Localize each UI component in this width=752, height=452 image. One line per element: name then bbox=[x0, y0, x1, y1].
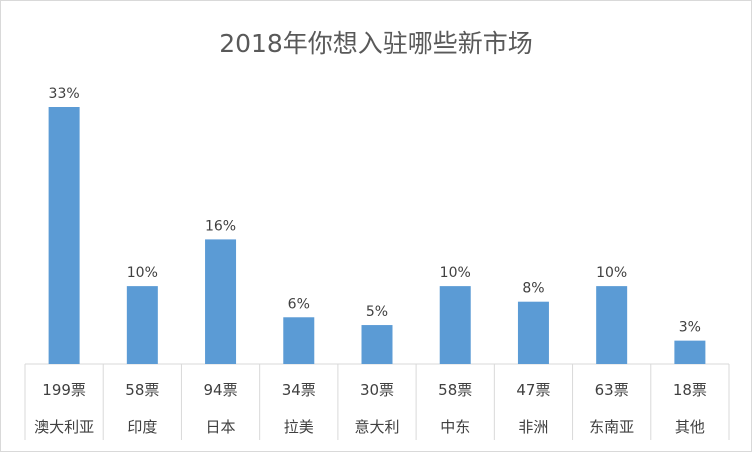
category-tick-label: 东南亚 bbox=[589, 418, 634, 436]
data-label: 10% bbox=[127, 265, 158, 281]
bar-3 bbox=[205, 239, 237, 364]
category-tick-label: 中东 bbox=[440, 418, 470, 436]
vote-tick-label: 34票 bbox=[282, 381, 316, 399]
bar-7 bbox=[517, 301, 549, 364]
category-tick-label: 印度 bbox=[127, 418, 157, 436]
bar-9 bbox=[674, 340, 706, 364]
chart-title: 2018年你想入驻哪些新市场 bbox=[219, 29, 533, 58]
bar-4 bbox=[283, 317, 315, 364]
vote-tick-label: 58票 bbox=[438, 381, 472, 399]
data-label: 6% bbox=[288, 296, 310, 312]
vote-tick-label: 94票 bbox=[204, 381, 238, 399]
bar-5 bbox=[361, 325, 393, 364]
bar-2 bbox=[126, 286, 158, 364]
bar-6 bbox=[439, 286, 471, 364]
vote-tick-label: 18票 bbox=[673, 381, 707, 399]
category-tick-label: 意大利 bbox=[354, 418, 399, 436]
data-label: 10% bbox=[440, 265, 471, 281]
category-tick-label: 非洲 bbox=[518, 418, 548, 436]
vote-tick-label: 199票 bbox=[42, 381, 86, 399]
category-tick-label: 澳大利亚 bbox=[34, 418, 94, 436]
data-label: 16% bbox=[205, 218, 236, 234]
vote-tick-label: 58票 bbox=[125, 381, 159, 399]
category-tick-label: 日本 bbox=[206, 418, 236, 436]
vote-tick-label: 63票 bbox=[595, 381, 629, 399]
bar-1 bbox=[48, 107, 80, 364]
data-label: 33% bbox=[49, 86, 80, 102]
category-tick-label: 拉美 bbox=[284, 418, 314, 436]
bar-8 bbox=[596, 286, 628, 364]
data-label: 10% bbox=[596, 265, 627, 281]
data-label: 5% bbox=[366, 304, 388, 320]
vote-tick-label: 47票 bbox=[516, 381, 550, 399]
vote-tick-label: 30票 bbox=[360, 381, 394, 399]
data-label: 3% bbox=[679, 320, 701, 336]
data-label: 8% bbox=[522, 281, 544, 297]
category-tick-label: 其他 bbox=[675, 418, 705, 436]
